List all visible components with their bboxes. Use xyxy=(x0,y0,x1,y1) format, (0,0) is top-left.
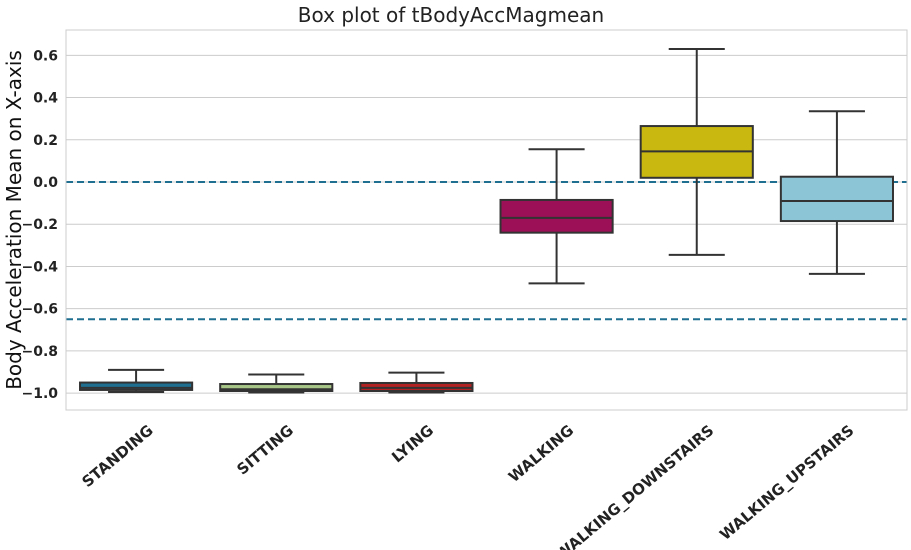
box-sitting xyxy=(219,373,334,394)
x-tick-label: SITTING xyxy=(233,421,296,478)
box-iqr xyxy=(499,198,614,234)
box-lying xyxy=(359,371,474,394)
y-tick-label: 0.0 xyxy=(33,175,58,191)
x-tick-label: STANDING xyxy=(78,421,156,491)
box-walking-downstairs xyxy=(639,48,754,256)
x-tick-label: WALKING_UPSTAIRS xyxy=(716,421,857,544)
y-tick-label: −0.2 xyxy=(21,217,58,233)
y-axis-label: Body Acceleration Mean on X-axis xyxy=(2,50,26,390)
box-iqr xyxy=(79,381,194,391)
y-tick-label: 0.2 xyxy=(33,133,58,149)
x-tick-labels: STANDING SITTING LYING WALKINGWALKING_DOWNS… xyxy=(78,421,857,550)
reference-lines xyxy=(66,181,907,321)
boxes xyxy=(79,48,894,394)
x-tick-label: WALKING_DOWNSTAIRS xyxy=(552,421,717,550)
y-tick-label: −0.4 xyxy=(21,259,58,275)
plot-area-frame xyxy=(65,29,908,411)
grid-lines xyxy=(66,54,907,394)
y-tick-label: −1.0 xyxy=(21,386,58,402)
y-tick-labels: −1.0 −0.8 −0.6 −0.4 −0.2 0.0 0.2 0.4 0.6 xyxy=(21,48,58,402)
box-iqr xyxy=(219,383,334,392)
x-tick-label: LYING xyxy=(388,421,437,466)
chart-title: Box plot of tBodyAccMagmean xyxy=(298,3,604,27)
x-tick-label: WALKING xyxy=(505,421,577,486)
box-walking xyxy=(499,148,614,285)
y-tick-label: 0.6 xyxy=(33,48,58,64)
box-iqr xyxy=(779,175,894,223)
y-tick-label: 0.4 xyxy=(33,91,58,107)
y-tick-label: −0.6 xyxy=(21,302,58,318)
box-standing xyxy=(79,368,194,394)
y-tick-label: −0.8 xyxy=(21,344,58,360)
box-walking-upstairs xyxy=(779,110,894,275)
